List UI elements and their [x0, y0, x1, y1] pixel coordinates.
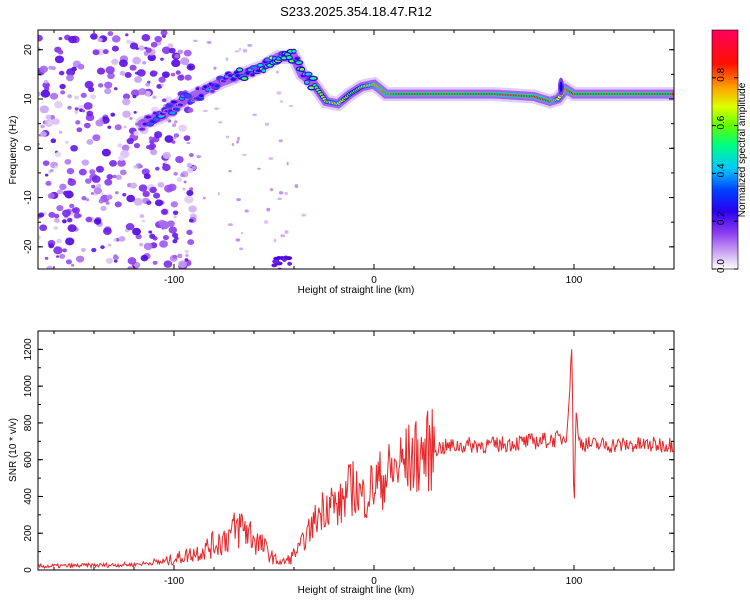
- spectrogram-ylabel: Frequency (Hz): [8, 116, 19, 185]
- figure-title: S233.2025.354.18.47.R12: [280, 4, 432, 19]
- colorbar-tick-label: 0.0: [716, 259, 727, 273]
- spectrogram-xlabel: Height of straight line (km): [298, 285, 415, 296]
- snr-xlabel: Height of straight line (km): [298, 585, 415, 596]
- colorbar-tick-label: 0.4: [716, 163, 727, 177]
- y-tick-label: 0: [23, 567, 34, 573]
- y-tick-label: 200: [23, 524, 34, 541]
- y-tick-label: 800: [23, 414, 34, 431]
- y-tick-label: -20: [23, 239, 34, 254]
- spectral-ridge: [135, 48, 674, 132]
- colorbar-tick-label: 0.6: [716, 115, 727, 129]
- colorbar-gradient: [712, 30, 738, 269]
- y-tick-label: 1200: [23, 338, 34, 361]
- colorbar-tick-label: 0.8: [716, 67, 727, 81]
- snr-data: [38, 349, 674, 570]
- x-tick-label: 0: [371, 275, 377, 286]
- x-tick-label: -100: [164, 576, 184, 587]
- colorbar-ticks: 0.0 0.2 0.4 0.6 0.8: [711, 29, 739, 273]
- y-tick-label: 20: [23, 44, 34, 56]
- y-tick-label: 600: [23, 451, 34, 468]
- colorbar-tick-label: 0.2: [716, 211, 727, 225]
- y-tick-label: 400: [23, 488, 34, 505]
- y-tick-label: -10: [23, 190, 34, 205]
- x-tick-label: 100: [566, 576, 583, 587]
- snr-ylabel: SNR (10 * v/v): [8, 418, 19, 482]
- y-tick-label: 1000: [23, 375, 34, 398]
- y-tick-label: 0: [23, 145, 34, 151]
- x-tick-label: 0: [371, 576, 377, 587]
- spectrogram-frame: [37, 29, 675, 270]
- y-tick-label: 10: [23, 93, 34, 105]
- x-tick-label: 100: [566, 275, 583, 286]
- colorbar-label: Normalized spectral amplitude: [737, 82, 748, 217]
- snr-frame: [37, 330, 675, 571]
- spectrogram-data: [38, 30, 674, 269]
- snr-line: [38, 349, 674, 570]
- x-tick-label: -100: [164, 275, 184, 286]
- colorbar: 0.0 0.2 0.4 0.6 0.8 Normalized spectral ampl…: [711, 29, 748, 273]
